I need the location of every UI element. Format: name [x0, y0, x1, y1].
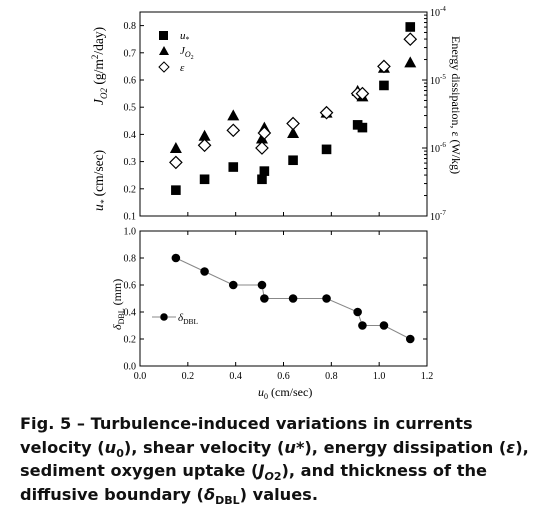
ustar-point — [171, 185, 181, 195]
top-right-tick-label: 10-5 — [430, 73, 446, 87]
bottom-legend: δDBL — [152, 312, 199, 326]
legend-delta-label: δDBL — [178, 312, 199, 326]
epsilon-point — [319, 105, 334, 120]
jo2-point — [198, 129, 211, 141]
top-left-tick-label: 0.7 — [124, 48, 137, 59]
delta-dbl-point — [358, 321, 367, 330]
bottom-x-tick-label: 0.0 — [134, 371, 147, 382]
delta-dbl-point — [260, 294, 269, 303]
legend-ustar-label: u* — [180, 30, 190, 44]
top-plot-frame — [139, 11, 428, 217]
bottom-x-tick-label: 0.4 — [229, 371, 242, 382]
epsilon-point — [377, 59, 391, 74]
legend-delta-marker — [160, 313, 168, 321]
bottom-x-tick-label: 0.6 — [277, 371, 290, 382]
delta-dbl-point — [200, 267, 209, 276]
ustar-point — [228, 162, 239, 172]
epsilon-point — [169, 155, 183, 170]
bottom-y-tick-label: 0.8 — [124, 254, 137, 265]
top-ylabel-ustar: u* (cm/sec) — [91, 150, 109, 211]
delta-dbl-point — [228, 280, 238, 290]
top-right-y-ticks: 10-7 10-6 10-5 10-4 — [422, 5, 446, 223]
bottom-y-tick-label: 0.6 — [124, 281, 137, 292]
jo2-point — [404, 56, 417, 68]
epsilon-point — [226, 123, 241, 138]
bottom-x-tick-label: 0.2 — [182, 371, 195, 382]
top-left-tick-label: 0.5 — [124, 103, 137, 114]
top-left-tick-label: 0.6 — [124, 76, 137, 87]
delta-dbl-point — [257, 280, 267, 290]
top-left-y-ticks: 0.1 0.2 0.3 0.4 0.5 0.6 0.7 0.8 — [124, 21, 144, 223]
jo2-point — [255, 132, 268, 144]
delta-dbl-point — [322, 294, 331, 303]
legend-jo2-label: JO2 — [180, 45, 194, 61]
delta-dbl-point — [171, 253, 181, 263]
ustar-point — [257, 174, 267, 185]
bottom-x-tick-label: 0.8 — [325, 371, 338, 382]
bottom-y-tick-label: 0.4 — [124, 308, 137, 319]
delta-dbl-point — [353, 307, 362, 317]
top-right-ylabel: Energy dissipation, ε (W/kg) — [449, 36, 463, 174]
figure-caption: Fig. 5 – Turbulence-induced variations i… — [20, 414, 529, 507]
ustar-point — [405, 22, 416, 32]
top-panel: 0.10.20.30.40.50.60.70.8 10-710-610-510-… — [90, 5, 463, 223]
legend-ustar-marker — [159, 31, 168, 40]
ustar-point — [321, 144, 332, 155]
jo2-point — [227, 109, 240, 121]
bottom-y-ticks: 0.0 0.2 0.4 0.6 0.8 1.0 — [124, 227, 427, 373]
epsilon-point — [197, 138, 212, 153]
legend-epsilon-marker — [158, 61, 170, 73]
top-ylabel-jo2: JO2 (g/m2/day) — [90, 27, 109, 105]
top-x-ticks — [139, 212, 428, 216]
bottom-y-tick-label: 1.0 — [124, 227, 137, 238]
epsilon-point — [355, 86, 370, 101]
bottom-ylabel: δDBL (mm) — [110, 279, 126, 330]
bottom-x-ticks: 0.0 0.2 0.4 0.6 0.8 1.0 1.2 — [134, 231, 434, 382]
top-left-tick-label: 0.3 — [124, 157, 137, 168]
ustar-point — [357, 122, 368, 133]
bottom-panel: 0.0 0.2 0.4 0.6 0.8 1.0 0.0 0.2 0.4 0.6 0.8 1.0 1.2… — [110, 227, 433, 401]
delta-dbl-point — [379, 321, 389, 330]
legend-epsilon-label: ε — [180, 62, 185, 74]
ustar-point — [259, 166, 270, 176]
bottom-y-tick-label: 0.2 — [124, 335, 137, 346]
figure-5: 0.10.20.30.40.50.60.70.8 10-710-610-510-… — [90, 5, 463, 401]
top-legend: u* JO2 ε — [158, 30, 194, 74]
top-data-points — [169, 22, 418, 195]
legend-jo2-marker — [159, 46, 169, 55]
bottom-y-tick-label: 0.0 — [124, 362, 137, 373]
epsilon-point — [286, 116, 300, 131]
ustar-point — [199, 174, 210, 185]
ustar-point — [379, 80, 389, 91]
epsilon-point — [255, 141, 269, 155]
top-right-tick-label: 10-6 — [430, 141, 446, 155]
top-left-tick-label: 0.8 — [124, 21, 137, 32]
delta-dbl-point — [288, 294, 298, 303]
top-left-tick-label: 0.1 — [124, 212, 137, 223]
delta-dbl-point — [405, 334, 415, 344]
epsilon-point — [257, 126, 272, 140]
top-left-tick-label: 0.4 — [124, 130, 137, 141]
jo2-point — [169, 142, 182, 153]
top-right-tick-label: 10-4 — [430, 5, 446, 19]
ustar-point — [288, 155, 298, 166]
epsilon-point — [403, 32, 418, 47]
top-left-tick-label: 0.2 — [124, 184, 137, 195]
jo2-point — [287, 127, 300, 139]
top-right-tick-label: 10-7 — [430, 209, 446, 223]
bottom-xlabel: u0 (cm/sec) — [258, 385, 312, 400]
bottom-x-tick-label: 1.2 — [421, 371, 434, 382]
bottom-data-points — [171, 253, 415, 344]
bottom-x-tick-label: 1.0 — [373, 371, 386, 382]
